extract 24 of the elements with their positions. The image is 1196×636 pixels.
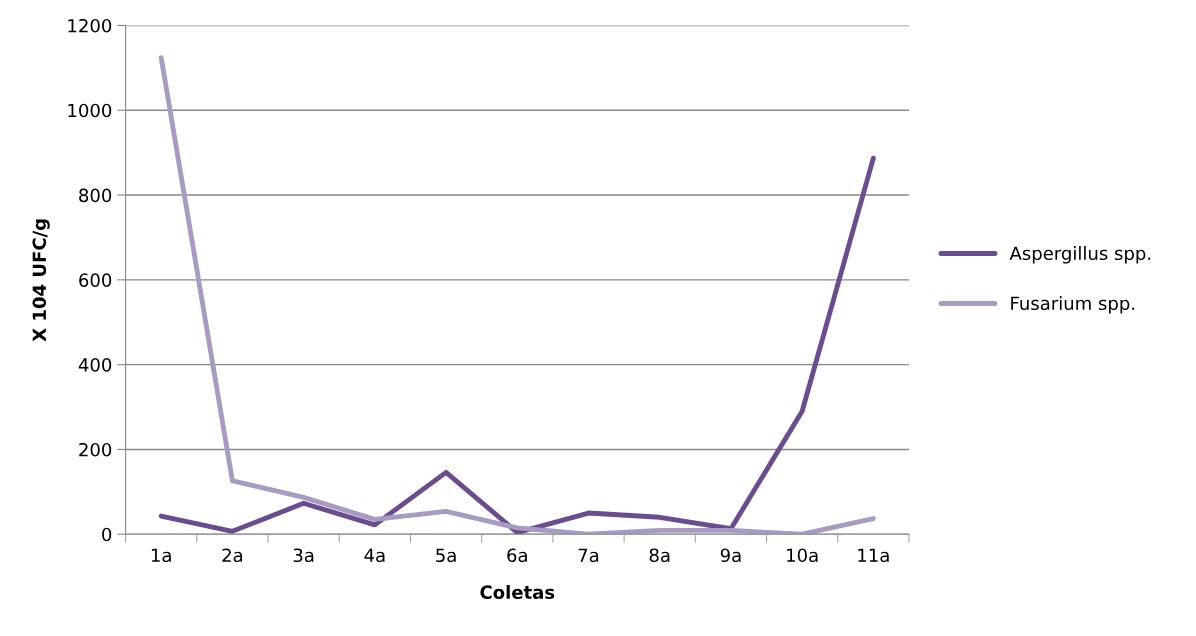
x-axis-title: Coletas (480, 585, 555, 600)
y-tick-label: 800 (79, 188, 112, 203)
line-series (158, 55, 876, 535)
x-tick-label: 10a (787, 548, 818, 563)
y-tick-label: 1200 (68, 18, 112, 33)
x-tick-label: 7a (578, 548, 599, 563)
x-tick-label: 1a (151, 548, 171, 563)
y-tick-label: 200 (79, 442, 112, 457)
line-series (158, 155, 876, 535)
legend-label: Fusarium spp. (1011, 296, 1135, 314)
x-tick-label: 8a (649, 548, 670, 563)
x-tick-label: 4a (364, 548, 385, 563)
x-tick-label: 3a (293, 548, 314, 563)
x-tick-label: 5a (436, 548, 456, 563)
legend-label: Aspergillus spp. (1009, 246, 1151, 264)
x-tick-label: 6a (507, 548, 527, 563)
y-tick-label: 1000 (68, 103, 112, 118)
y-tick-label: 400 (78, 358, 112, 372)
y-tick-label: 0 (102, 527, 112, 542)
x-tick-label: 11a (858, 548, 889, 563)
y-tick-label: 600 (79, 273, 112, 287)
x-tick-label: 9a (720, 548, 741, 563)
x-tick-label: 2a (222, 548, 243, 563)
y-axis-title: X 104 UFC/g (32, 219, 50, 342)
